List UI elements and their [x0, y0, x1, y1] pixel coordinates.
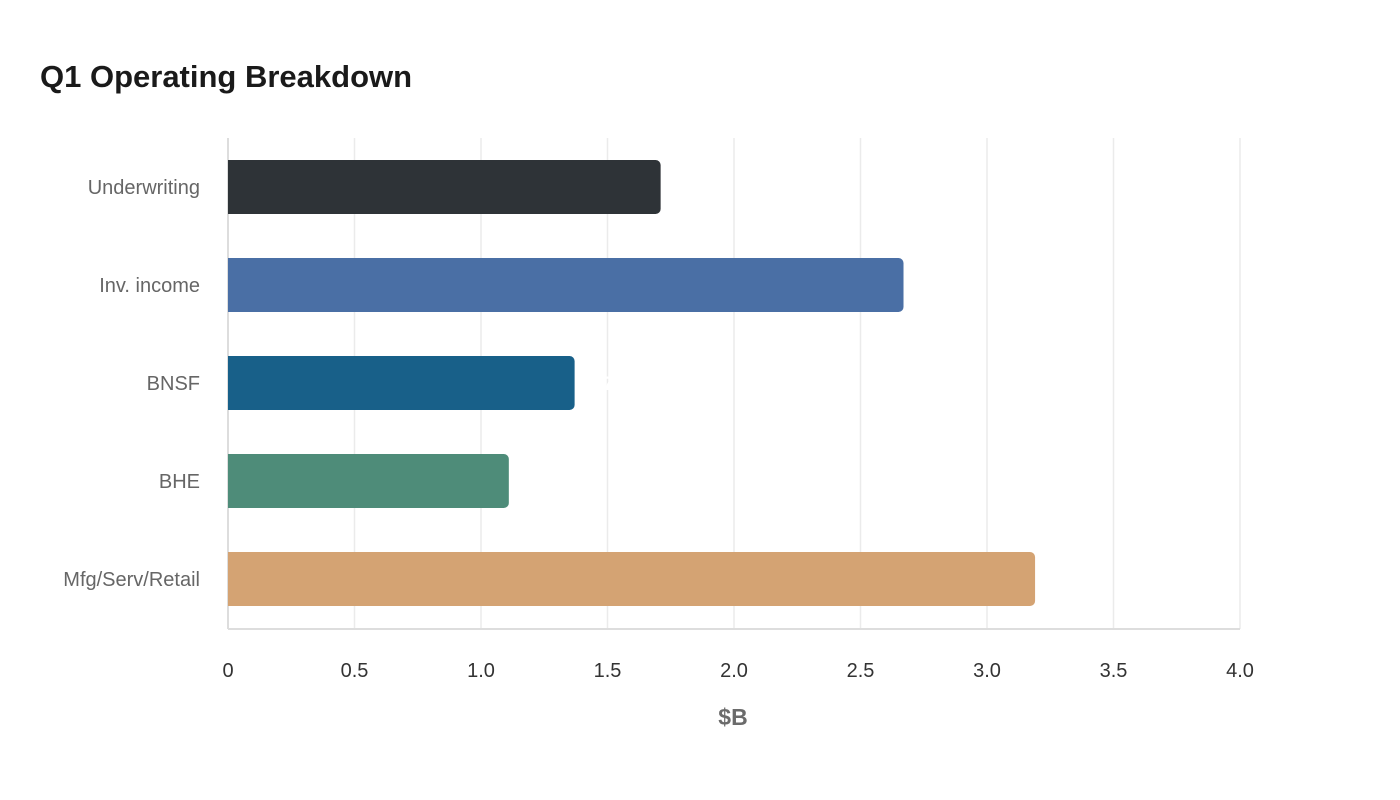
x-tick-label: 1.5 [594, 660, 622, 682]
bar-base [228, 552, 236, 606]
x-tick-label: 2.0 [720, 660, 748, 682]
bar [228, 160, 661, 214]
bar [228, 258, 904, 312]
chart-title: Q1 Operating Breakdown [40, 59, 413, 94]
bar [228, 356, 575, 410]
category-label: Mfg/Serv/Retail [63, 569, 200, 591]
bar-base [228, 356, 236, 410]
x-tick-label: 3.5 [1100, 660, 1128, 682]
x-tick-label: 0.5 [341, 660, 369, 682]
category-label: BHE [159, 471, 200, 493]
bars: 1.71 2.67 1.37 1.11 3.19 [228, 160, 1074, 606]
bar-value-label: 1.37 [577, 374, 614, 395]
bar-base [228, 160, 236, 214]
x-tick-labels: 0 0.5 1.0 1.5 2.0 2.5 3.0 3.5 4.0 [222, 660, 1253, 682]
bar [228, 454, 509, 508]
category-labels: Underwriting Inv. income BNSF BHE Mfg/Serv/R… [63, 177, 200, 591]
category-label: Inv. income [99, 275, 200, 297]
x-tick-label: 4.0 [1226, 660, 1254, 682]
bar [228, 552, 1036, 606]
category-label: Underwriting [88, 177, 200, 199]
bar-value-label: 3.19 [1037, 570, 1074, 591]
bar-value-label: 2.67 [906, 276, 943, 297]
bar-base [228, 454, 236, 508]
bar-value-label: 1.11 [511, 472, 547, 493]
bar-base [228, 258, 236, 312]
x-axis-title: $B [718, 704, 747, 730]
x-tick-label: 1.0 [467, 660, 495, 682]
x-tick-label: 2.5 [847, 660, 875, 682]
x-tick-label: 3.0 [973, 660, 1001, 682]
category-label: BNSF [147, 373, 200, 395]
x-tick-label: 0 [222, 660, 233, 682]
bar-value-label: 1.71 [663, 178, 700, 199]
